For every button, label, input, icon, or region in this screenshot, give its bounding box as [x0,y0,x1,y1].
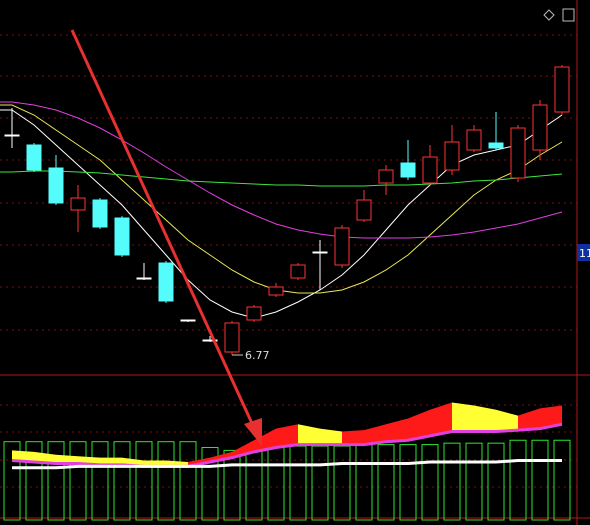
indicator-bar [179,441,197,521]
annotation-arrow [70,29,262,446]
band-segment [430,402,452,436]
candle-body [554,66,570,113]
band-segment [298,424,320,445]
candle-body [4,134,20,137]
band-segment [12,450,34,462]
diamond-icon[interactable] [543,9,555,21]
indicator-bar [443,442,461,521]
candle-body [312,251,328,254]
moving-average [0,170,563,187]
price-panel [0,65,570,355]
band-segment [254,428,276,452]
window-icon[interactable] [562,8,575,22]
candle-body [180,319,196,322]
moving-average [0,101,563,239]
low-label: 6.77 [245,349,270,362]
candle-body [422,156,438,184]
indicator-bar [157,441,175,521]
price-marker-box [577,244,590,261]
candle-body [48,167,64,204]
indicator-bar [421,444,439,521]
indicator-bar [223,449,241,521]
indicator-bar [113,441,131,521]
candle-body [510,127,526,179]
band-segment [518,408,540,431]
indicator-bar [553,439,571,521]
band-segment [474,405,496,432]
candle-body [334,227,350,266]
indicator-bar [25,441,43,521]
price-marker: 11 [579,247,590,260]
candle-body [202,339,218,342]
candle-body [246,306,262,321]
candle-body [466,129,482,151]
moving-average [0,109,563,319]
band-segment [496,409,518,432]
candle-body [444,141,460,171]
indicator-bar [69,441,87,521]
candle-body [532,104,548,151]
candle-body [136,277,152,280]
candle-body [114,217,130,256]
band-segment [452,402,474,432]
candle-body [26,144,42,171]
band-segment [34,451,56,464]
indicator-bar [531,439,549,521]
candle-body [92,199,108,228]
indicator-bar [465,442,483,521]
candle-body [70,197,86,211]
candle-body [488,142,504,149]
candle-body [224,322,240,353]
indicator-bar [487,442,505,521]
candle-body [378,169,394,184]
indicator-bar [377,444,395,521]
arrow-head [244,418,262,446]
candle-body [400,162,416,178]
indicator-bar [91,441,109,521]
band-segment [386,418,408,442]
indicator-line [12,459,562,470]
indicator-bar [135,441,153,521]
band-segment [56,454,78,464]
candle-body [158,262,174,302]
band-segment [320,428,342,445]
indicator-bar [509,439,527,521]
arrow-shaft [70,29,257,431]
candle-body [268,286,284,296]
candle-body [356,199,372,221]
band-segment [100,457,122,465]
band-segment [342,430,364,445]
band-segment [408,409,430,441]
candle-body [290,264,306,279]
band-segment [540,405,562,429]
indicator-bar [201,447,219,521]
band-segment [364,424,386,445]
indicator-bar [399,444,417,521]
indicator-bar [47,441,65,521]
indicator-bar [3,441,21,521]
indicator-panel [3,402,571,521]
band-segment [276,424,298,448]
